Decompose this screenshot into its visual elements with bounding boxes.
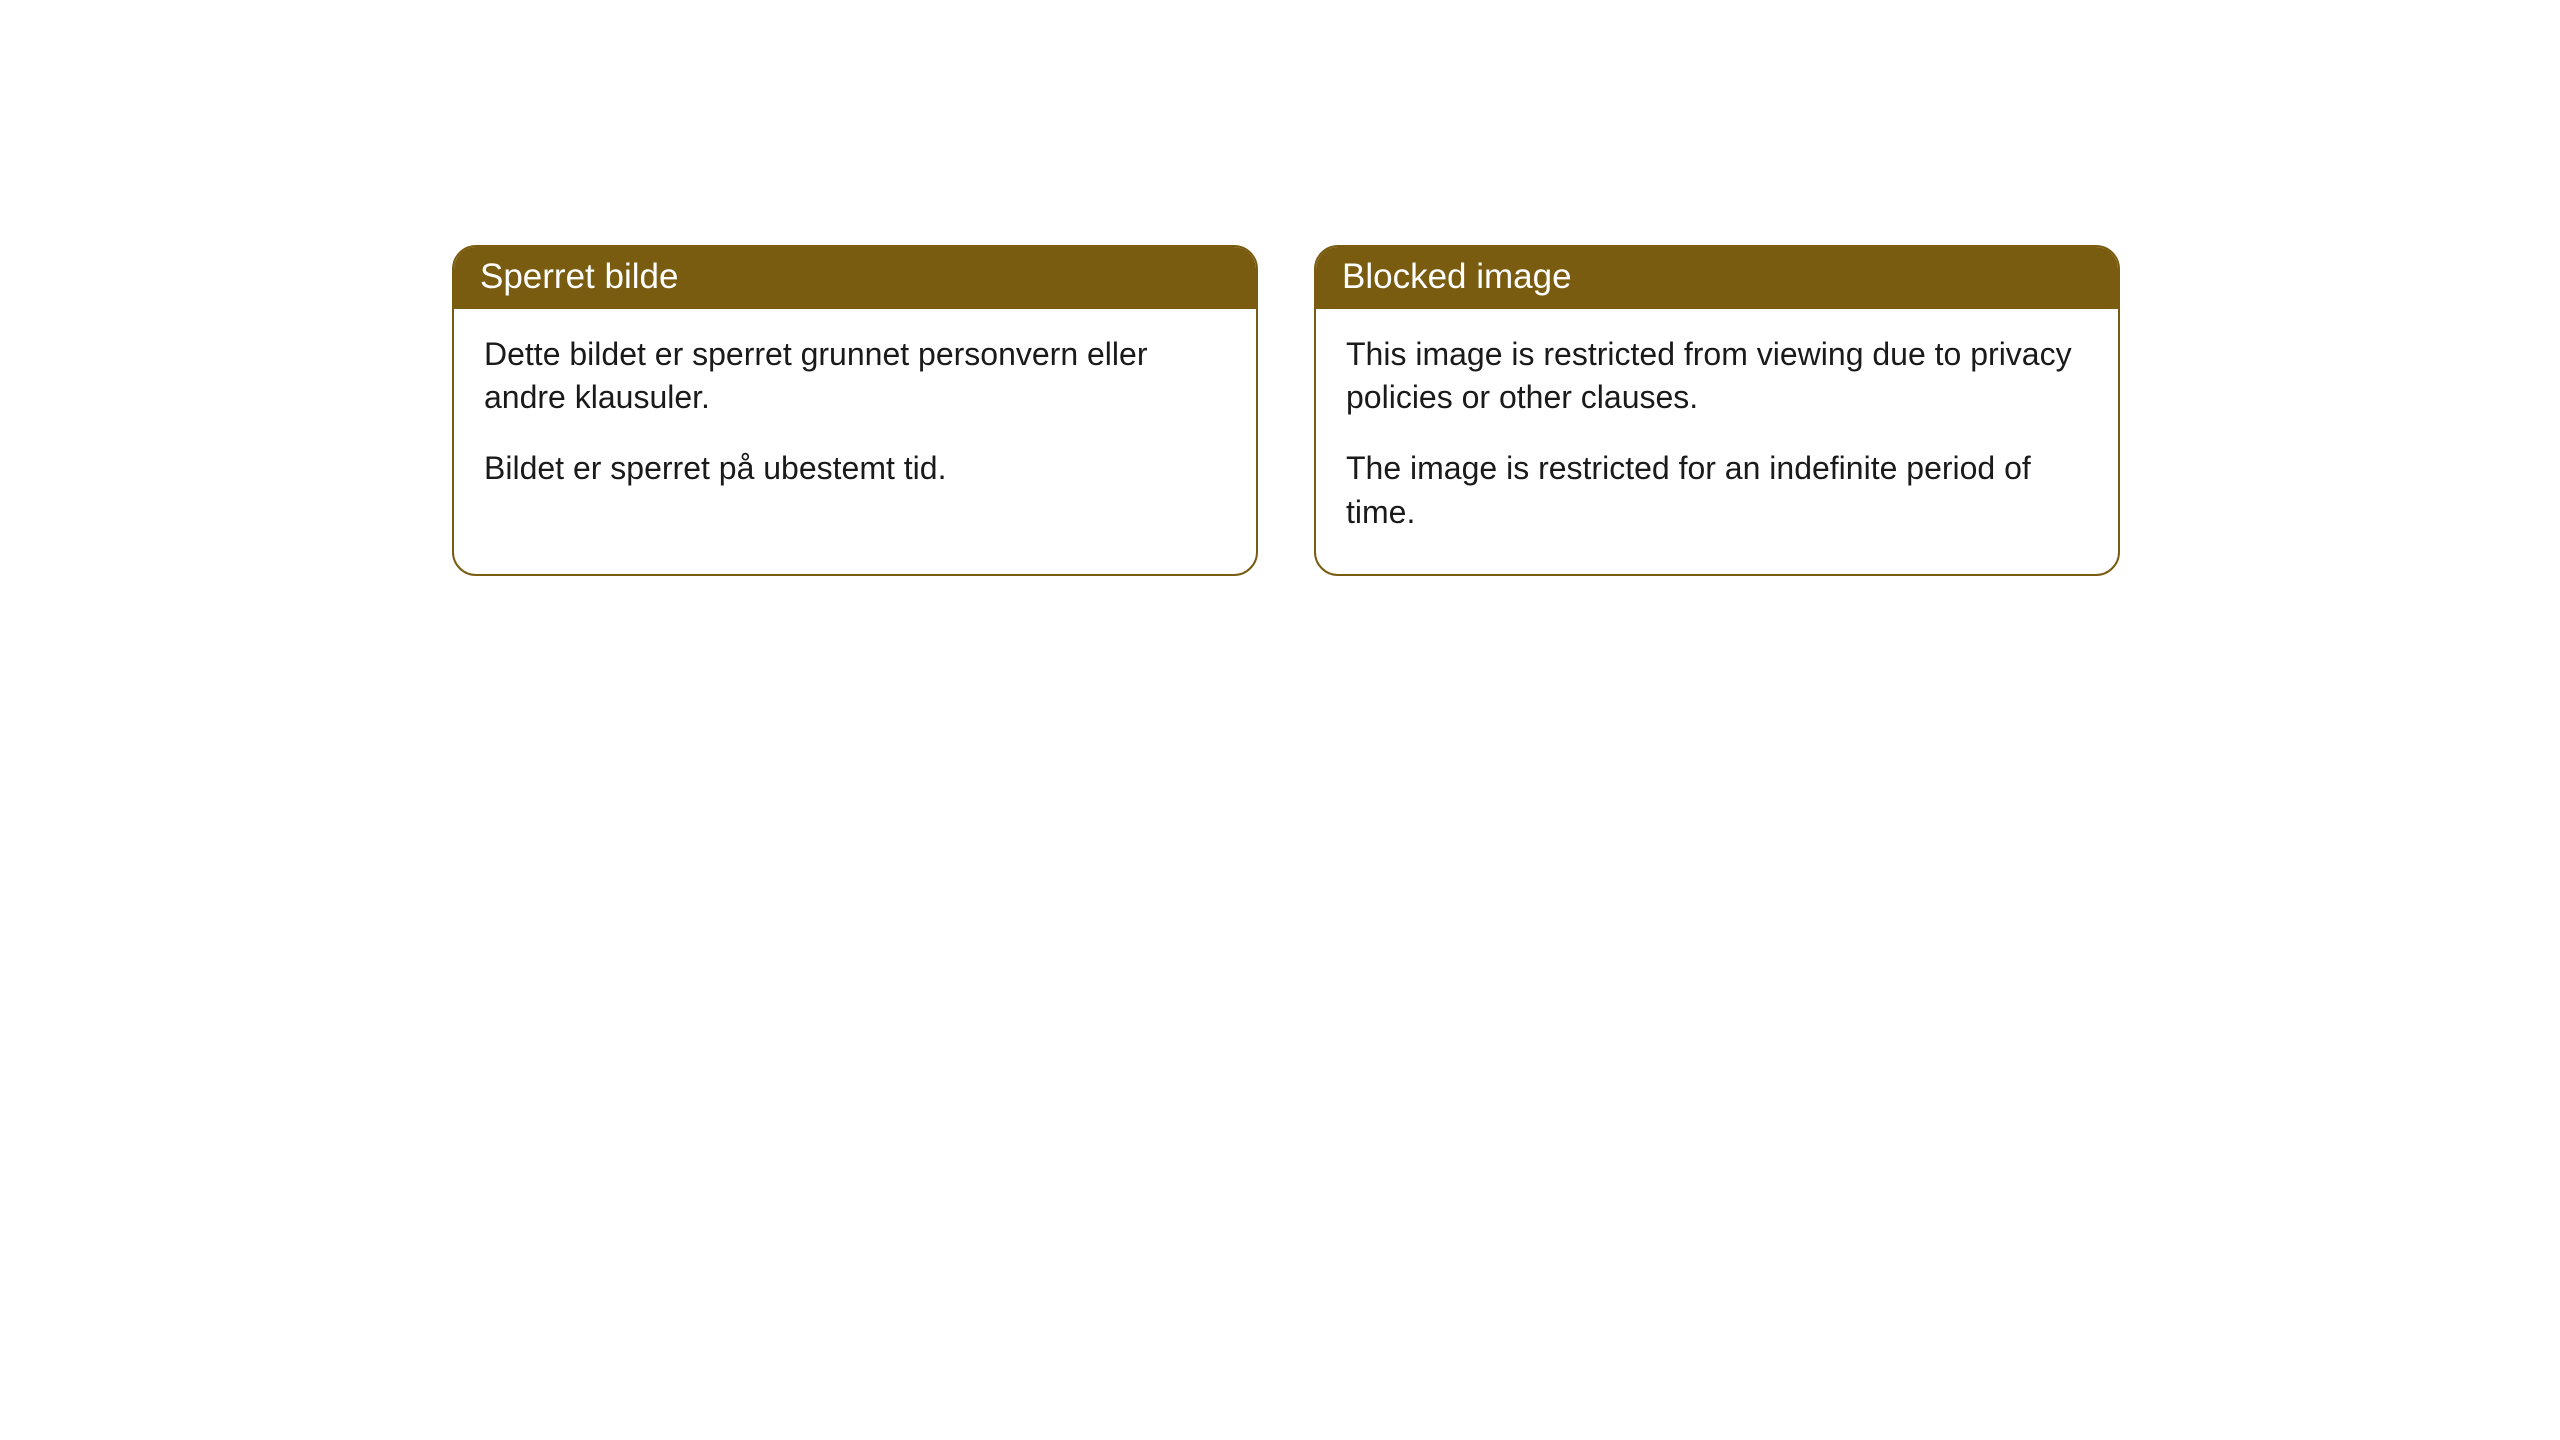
notice-card-norwegian: Sperret bilde Dette bildet er sperret gr… xyxy=(452,245,1258,576)
card-paragraph: Dette bildet er sperret grunnet personve… xyxy=(484,333,1226,419)
card-paragraph: The image is restricted for an indefinit… xyxy=(1346,447,2088,533)
card-paragraph: Bildet er sperret på ubestemt tid. xyxy=(484,447,1226,490)
card-body-norwegian: Dette bildet er sperret grunnet personve… xyxy=(454,309,1256,531)
card-title: Sperret bilde xyxy=(480,257,678,296)
card-header-norwegian: Sperret bilde xyxy=(454,247,1256,309)
notice-card-english: Blocked image This image is restricted f… xyxy=(1314,245,2120,576)
notice-cards-container: Sperret bilde Dette bildet er sperret gr… xyxy=(452,245,2560,576)
card-header-english: Blocked image xyxy=(1316,247,2118,309)
card-title: Blocked image xyxy=(1342,257,1572,296)
card-body-english: This image is restricted from viewing du… xyxy=(1316,309,2118,574)
card-paragraph: This image is restricted from viewing du… xyxy=(1346,333,2088,419)
